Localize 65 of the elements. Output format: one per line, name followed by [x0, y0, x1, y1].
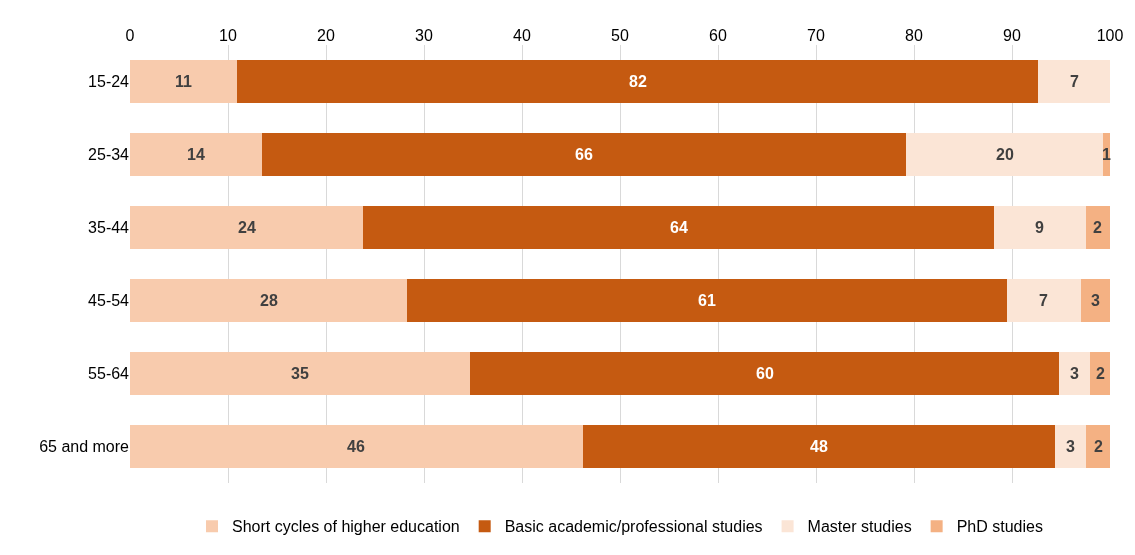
bar [363, 206, 995, 249]
data-label: 3 [1066, 438, 1075, 455]
data-label: 2 [1096, 365, 1105, 382]
bar [130, 352, 471, 395]
data-label: 3 [1070, 365, 1079, 382]
bar [236, 60, 1039, 103]
bar [994, 206, 1086, 249]
bar [407, 279, 1008, 322]
y-tick-label: 55-64 [88, 365, 130, 383]
bar [130, 60, 237, 103]
data-label: 66 [575, 146, 593, 163]
bar [130, 133, 263, 176]
bar [1090, 352, 1110, 395]
data-label: 24 [238, 219, 256, 236]
data-label: 64 [670, 219, 688, 236]
bar [130, 425, 583, 468]
data-label: 48 [810, 438, 828, 455]
data-label: 9 [1035, 219, 1044, 236]
data-label: 11 [175, 73, 193, 90]
x-tick-label: 0 [125, 26, 135, 44]
y-tick-label: 35-44 [88, 219, 130, 237]
bar [1080, 279, 1110, 322]
x-tick-label: 80 [905, 26, 923, 44]
data-label: 3 [1091, 292, 1100, 309]
legend-label: Short cycles of higher education [232, 518, 460, 536]
bar [1059, 352, 1091, 395]
y-tick-label: 15-24 [88, 73, 130, 91]
legend-label: Master studies [807, 518, 912, 536]
data-label: 60 [756, 365, 774, 382]
data-label: 14 [187, 146, 205, 163]
x-tick-label: 20 [317, 26, 335, 44]
data-label: 46 [347, 438, 365, 455]
bar [1085, 206, 1110, 249]
legend-label: Basic academic/professional studies [504, 518, 763, 536]
bar [1086, 425, 1110, 468]
data-label: 7 [1070, 73, 1079, 90]
bar [262, 133, 907, 176]
x-tick-label: 100 [1096, 26, 1124, 44]
y-tick-label: 65 and more [39, 438, 130, 456]
data-label: 20 [996, 146, 1014, 163]
x-tick-label: 10 [219, 26, 237, 44]
bar [130, 206, 364, 249]
data-label: 2 [1094, 438, 1103, 455]
bar [470, 352, 1060, 395]
bar [906, 133, 1104, 176]
bar [130, 279, 408, 322]
bar [1055, 425, 1087, 468]
legend-label: PhD studies [956, 518, 1043, 536]
data-label: 82 [629, 73, 647, 90]
y-tick-label: 25-34 [88, 146, 130, 164]
data-label: 7 [1039, 292, 1048, 309]
bar [1007, 279, 1081, 322]
bar [582, 425, 1056, 468]
x-tick-label: 70 [807, 26, 825, 44]
x-tick-label: 40 [513, 26, 531, 44]
data-label: 35 [291, 365, 309, 382]
bar [1038, 60, 1110, 103]
data-label: 2 [1093, 219, 1102, 236]
x-tick-label: 50 [611, 26, 629, 44]
x-tick-label: 30 [415, 26, 433, 44]
data-label: 61 [698, 292, 716, 309]
x-tick-label: 60 [709, 26, 727, 44]
data-label: 28 [260, 292, 278, 309]
x-tick-label: 90 [1003, 26, 1021, 44]
y-tick-label: 45-54 [88, 292, 130, 310]
